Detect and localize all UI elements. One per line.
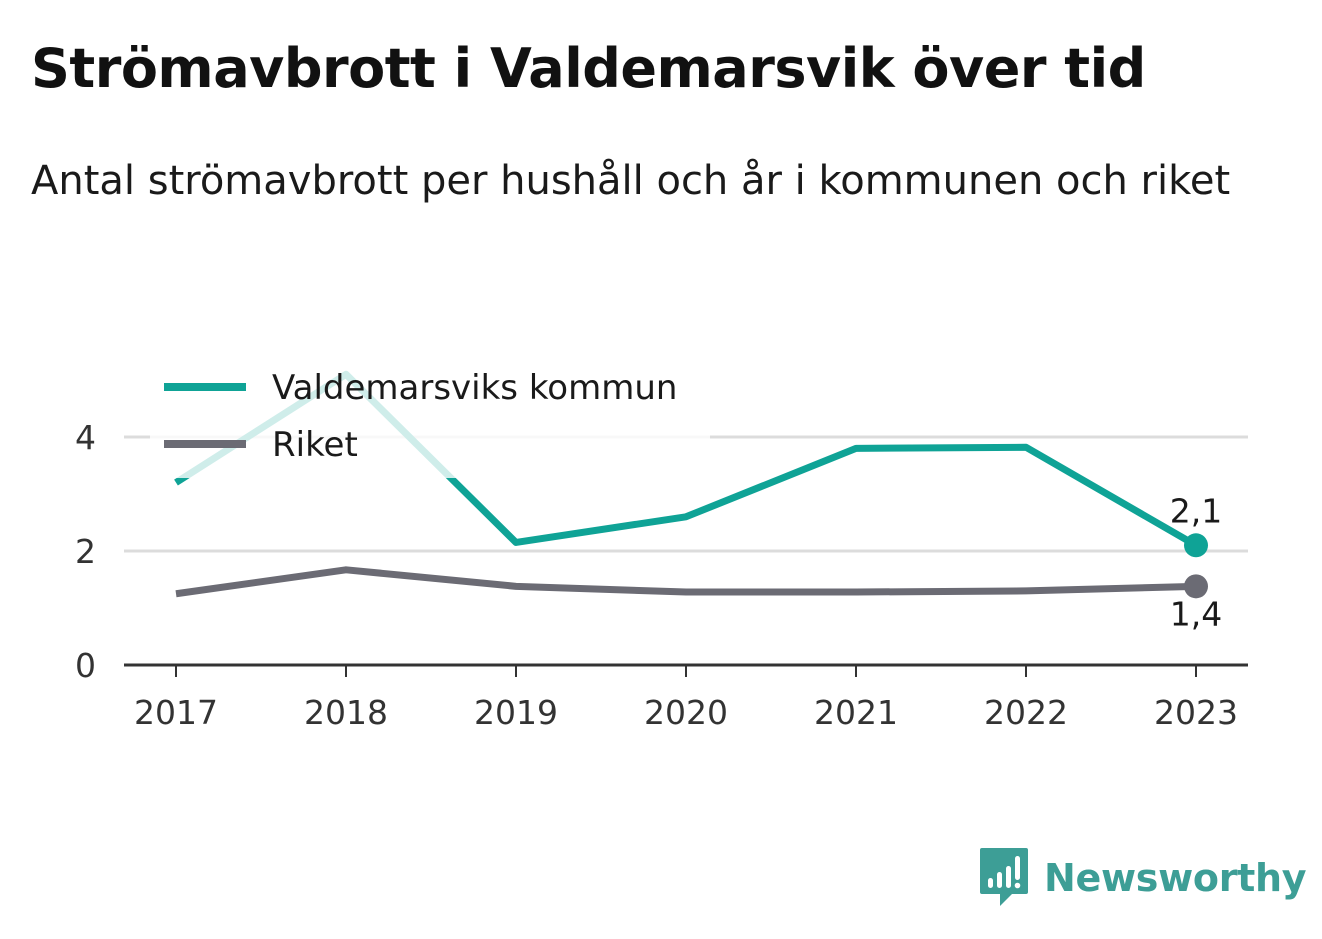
end-value-label: 1,4 (1170, 594, 1222, 633)
x-tick-label: 2022 (984, 693, 1068, 732)
x-tick-label: 2017 (134, 693, 218, 732)
x-tick-label: 2018 (304, 693, 388, 732)
axes: 0 2 4 2017 2018 2019 2020 2021 2022 2023 (75, 418, 1248, 732)
legend: Valdemarsviks kommun Riket (150, 360, 710, 478)
y-tick-label: 0 (75, 646, 96, 685)
legend-label: Valdemarsviks kommun (272, 368, 677, 408)
newsworthy-logo: Newsworthy (978, 846, 1307, 910)
end-marker (1184, 574, 1208, 599)
chart-subtitle: Antal strömavbrott per hushåll och år i … (31, 158, 1231, 204)
x-tick-label: 2019 (474, 693, 558, 732)
series-line-1 (175, 566, 1197, 598)
end-marker (1184, 533, 1208, 558)
x-tick-label: 2023 (1154, 693, 1238, 732)
legend-background (150, 360, 710, 478)
legend-label: Riket (272, 425, 358, 465)
newsworthy-logo-icon (980, 848, 1028, 906)
y-tick-label: 2 (75, 532, 96, 571)
brand-name: Newsworthy (1044, 856, 1307, 900)
chart-title: Strömavbrott i Valdemarsvik över tid (31, 37, 1146, 100)
x-tick-label: 2020 (644, 693, 728, 732)
end-markers: 2,1 1,4 (1170, 491, 1222, 633)
end-value-label: 2,1 (1170, 491, 1222, 530)
x-tick-label: 2021 (814, 693, 898, 732)
y-tick-label: 4 (75, 418, 96, 457)
